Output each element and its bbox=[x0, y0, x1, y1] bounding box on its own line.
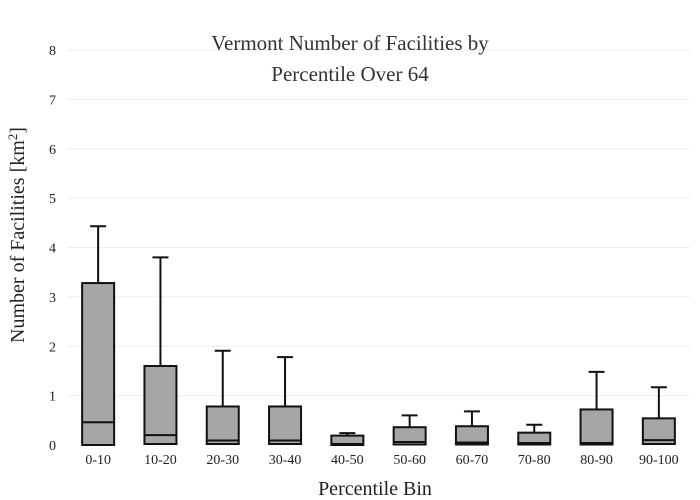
box-group bbox=[392, 414, 427, 446]
y-tick-label: 0 bbox=[49, 439, 56, 454]
boxes-layer bbox=[81, 225, 676, 446]
x-tick-label: 90-100 bbox=[639, 453, 679, 468]
x-tick-label: 10-20 bbox=[144, 453, 177, 468]
box-group bbox=[330, 432, 365, 446]
x-tick-label: 80-90 bbox=[580, 453, 613, 468]
box-iqr bbox=[517, 431, 552, 446]
x-tick-label: 0-10 bbox=[85, 453, 111, 468]
y-tick-label: 2 bbox=[49, 340, 56, 355]
y-axis-label-superscript: 2 bbox=[5, 134, 20, 141]
y-tick-label: 3 bbox=[49, 291, 56, 306]
box-group bbox=[517, 423, 552, 446]
x-axis-label: Percentile Bin bbox=[318, 478, 432, 500]
x-tick-label: 20-30 bbox=[206, 453, 239, 468]
chart-title-line-1: Vermont Number of Facilities by bbox=[211, 31, 489, 55]
box-iqr bbox=[81, 282, 116, 446]
box-iqr bbox=[579, 408, 614, 446]
y-axis-label-main: Number of Facilities [km bbox=[7, 140, 29, 343]
box-group bbox=[579, 370, 614, 446]
y-tick-label: 8 bbox=[49, 44, 56, 59]
x-tick-label: 60-70 bbox=[456, 453, 489, 468]
x-axis-ticks: 0-10 10-20 20-30 30-40 40-50 50-60 60-70 70-80 8… bbox=[85, 453, 678, 468]
box-iqr bbox=[454, 425, 489, 446]
box-group bbox=[641, 386, 676, 446]
y-tick-label: 4 bbox=[49, 242, 56, 257]
box-iqr bbox=[205, 405, 240, 446]
box-group bbox=[81, 225, 116, 446]
box-group bbox=[268, 356, 303, 446]
box-group bbox=[205, 349, 240, 446]
y-axis-ticks: 0 1 2 3 4 5 6 7 8 bbox=[49, 44, 56, 454]
box-iqr bbox=[268, 405, 303, 446]
box-group bbox=[454, 410, 489, 446]
x-tick-label: 70-80 bbox=[518, 453, 551, 468]
x-tick-label: 30-40 bbox=[269, 453, 302, 468]
x-tick-label: 50-60 bbox=[393, 453, 426, 468]
y-tick-label: 6 bbox=[49, 143, 56, 158]
y-tick-label: 5 bbox=[49, 192, 56, 207]
gridlines bbox=[67, 49, 690, 397]
y-axis-label: Number of Facilities [km2] bbox=[5, 127, 29, 343]
x-tick-label: 40-50 bbox=[331, 453, 364, 468]
y-tick-label: 7 bbox=[49, 93, 56, 108]
chart-title-line-2: Percentile Over 64 bbox=[271, 62, 429, 86]
box-iqr bbox=[143, 365, 178, 446]
box-group bbox=[143, 256, 178, 446]
y-tick-label: 1 bbox=[49, 390, 56, 405]
box-iqr bbox=[392, 426, 427, 446]
y-axis-label-close: ] bbox=[7, 127, 29, 134]
